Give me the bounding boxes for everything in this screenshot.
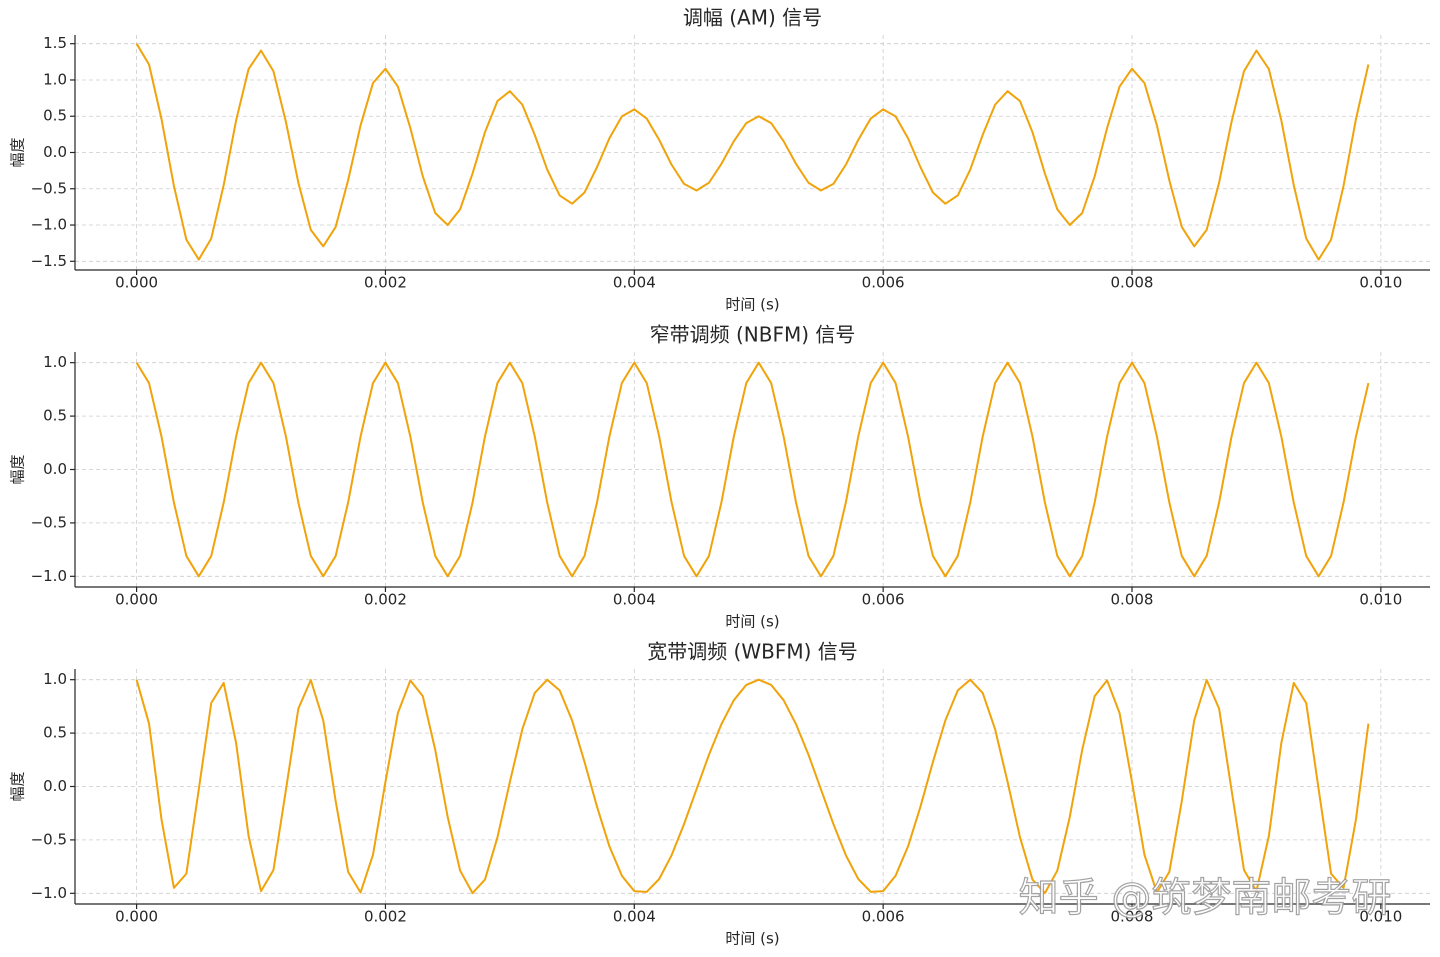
x-tick-label: 0.010 xyxy=(1359,908,1402,926)
chart-title: 窄带调频 (NBFM) 信号 xyxy=(650,323,856,347)
y-axis-label: 幅度 xyxy=(9,454,27,484)
y-tick-label: −1.0 xyxy=(31,884,67,902)
y-tick-label: 0.5 xyxy=(43,407,67,425)
x-tick-label: 0.000 xyxy=(115,591,158,609)
signal-line xyxy=(135,678,1370,895)
x-tick-label: 0.002 xyxy=(364,908,407,926)
y-axis-label: 幅度 xyxy=(9,137,27,167)
y-tick-label: 1.0 xyxy=(43,670,67,688)
y-axis-label: 幅度 xyxy=(9,771,27,801)
x-tick-label: 0.002 xyxy=(364,274,407,292)
x-tick-label: 0.006 xyxy=(862,274,905,292)
y-tick-label: 0.5 xyxy=(43,107,67,125)
x-axis-label: 时间 (s) xyxy=(725,930,779,948)
y-tick-label: 1.0 xyxy=(43,353,67,371)
watermark: 知乎 @筑梦南邮考研 xyxy=(1019,875,1392,921)
y-tick-label: −1.5 xyxy=(31,252,67,270)
x-tick-label: 0.010 xyxy=(1359,591,1402,609)
y-tick-label: 1.5 xyxy=(43,34,67,52)
x-tick-label: 0.004 xyxy=(613,591,656,609)
x-axis-label: 时间 (s) xyxy=(725,296,779,314)
x-tick-label: 0.000 xyxy=(115,908,158,926)
chart-title: 调幅 (AM) 信号 xyxy=(683,6,822,30)
y-tick-label: −0.5 xyxy=(31,830,67,848)
x-axis-label: 时间 (s) xyxy=(725,613,779,631)
y-tick-label: −0.5 xyxy=(31,179,67,197)
y-tick-label: −1.0 xyxy=(31,567,67,585)
y-tick-label: 0.0 xyxy=(43,460,67,478)
chart-title: 宽带调频 (WBFM) 信号 xyxy=(647,640,858,664)
signal-line xyxy=(135,361,1370,578)
y-tick-label: −0.5 xyxy=(31,513,67,531)
signal-line xyxy=(135,43,1370,261)
y-tick-label: 0.5 xyxy=(43,724,67,742)
y-tick-label: 0.0 xyxy=(43,777,67,795)
x-tick-label: 0.008 xyxy=(1111,591,1154,609)
x-tick-label: 0.002 xyxy=(364,591,407,609)
y-tick-label: 0.0 xyxy=(43,143,67,161)
y-tick-label: −1.0 xyxy=(31,216,67,234)
x-tick-label: 0.004 xyxy=(613,908,656,926)
x-tick-label: 0.008 xyxy=(1111,274,1154,292)
y-tick-label: 1.0 xyxy=(43,70,67,88)
x-tick-label: 0.000 xyxy=(115,274,158,292)
x-tick-label: 0.006 xyxy=(862,591,905,609)
x-tick-label: 0.010 xyxy=(1359,274,1402,292)
x-tick-label: 0.006 xyxy=(862,908,905,926)
x-tick-label: 0.004 xyxy=(613,274,656,292)
x-tick-label: 0.008 xyxy=(1111,908,1154,926)
